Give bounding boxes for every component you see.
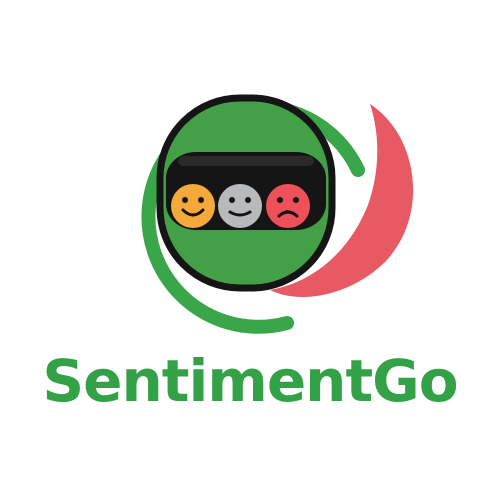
sad-face-icon [266,184,310,228]
brand-logo [141,94,414,334]
happy-face-icon [171,184,215,228]
red-swoosh-shape [270,104,414,298]
brand-name-text: SentimentGo [42,347,458,415]
neutral-face-icon [218,184,262,228]
